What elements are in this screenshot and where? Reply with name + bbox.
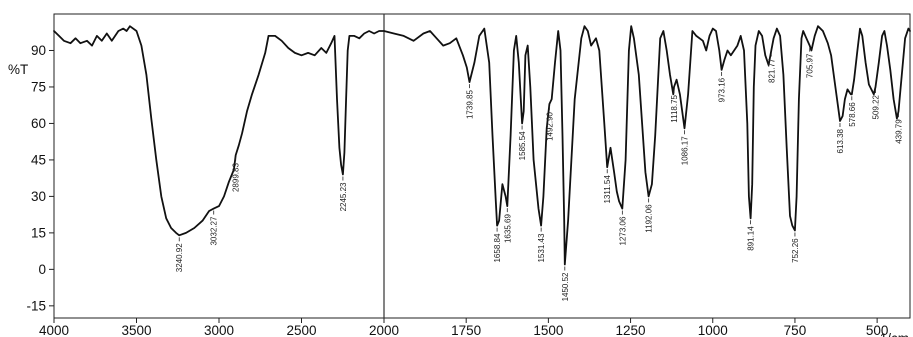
peak-label: 821.77 — [767, 58, 776, 83]
x-axis-unit-label: 1/cm — [880, 331, 909, 337]
peak-annotation: 1739.85 — [466, 84, 475, 119]
peak-label: 1311.54 — [603, 175, 612, 204]
peak-label: 3032.27 — [210, 216, 219, 245]
peak-label: 439.79 — [895, 119, 904, 144]
peak-annotation: 1192.06 — [645, 198, 654, 233]
peak-annotation: 613.38 — [836, 123, 845, 153]
peak-label: 613.38 — [836, 128, 845, 153]
peak-label: 891.14 — [747, 226, 756, 251]
peak-label: 705.97 — [806, 53, 815, 78]
peak-label: 1273.06 — [618, 216, 627, 245]
x-tick-label: 1250 — [616, 323, 646, 337]
peak-annotation: 1531.43 — [537, 227, 546, 263]
peak-label: 1450.52 — [561, 272, 570, 301]
x-tick-label: 3000 — [204, 323, 234, 337]
peak-annotation: 821.77 — [767, 52, 776, 83]
peak-label: 1531.43 — [537, 233, 546, 262]
peak-annotation: 1311.54 — [603, 169, 612, 204]
x-tick-label: 1000 — [698, 323, 728, 337]
peak-annotation: 1658.84 — [493, 227, 502, 263]
peak-label: 578.66 — [848, 102, 857, 127]
peak-annotation: 1086.17 — [681, 130, 690, 165]
y-tick-label: 15 — [31, 225, 46, 240]
peak-annotation: 439.79 — [895, 113, 904, 144]
peak-annotation: 891.14 — [747, 220, 756, 251]
peak-annotation: 1585.54 — [518, 125, 527, 160]
peak-annotation: 3032.27 — [210, 210, 219, 246]
peak-annotation: 509.22 — [872, 88, 881, 119]
peak-annotation: 1118.75 — [670, 88, 679, 123]
y-tick-label: 60 — [31, 116, 46, 131]
y-tick-label: 75 — [31, 79, 46, 94]
peak-label: 2245.23 — [339, 182, 348, 211]
peak-annotation: 705.97 — [806, 47, 815, 78]
y-axis: 90 75 60 45 30 15 0 -15 — [26, 43, 54, 313]
plot-frame — [53, 13, 911, 319]
peak-label: 1658.84 — [493, 233, 502, 262]
x-tick-label: 4000 — [39, 323, 69, 337]
peak-label: 1739.85 — [466, 90, 475, 119]
y-tick-label: 45 — [31, 152, 46, 167]
peak-label: 1118.75 — [670, 94, 679, 122]
y-tick-label: 90 — [31, 43, 46, 58]
x-tick-label: 1750 — [451, 323, 481, 337]
peak-label: 1192.06 — [645, 204, 654, 233]
peak-annotation: 578.66 — [848, 96, 857, 127]
peak-label: 3240.92 — [175, 243, 184, 272]
peak-label: 1086.17 — [681, 136, 690, 165]
y-tick-label: -15 — [26, 298, 46, 313]
peak-label: 973.16 — [718, 77, 727, 102]
peak-annotation: 973.16 — [718, 71, 727, 102]
peak-label: 2899.83 — [232, 163, 241, 192]
peak-annotation: 1273.06 — [618, 210, 627, 246]
series-line-transmittance — [53, 25, 911, 266]
peak-label: 1635.69 — [503, 214, 512, 243]
x-tick-label: 2000 — [369, 323, 399, 337]
x-tick-label: 750 — [784, 323, 807, 337]
peak-annotations: 3240.92 3032.27 2899.83 2245.23 1739.85 1658.… — [175, 47, 904, 301]
peak-annotation: 2245.23 — [339, 176, 348, 211]
x-tick-label: 2500 — [286, 323, 316, 337]
x-tick-label: 500 — [866, 323, 889, 337]
y-tick-label: 0 — [38, 262, 46, 277]
peak-label: 752.26 — [791, 238, 800, 263]
peak-annotation: 1635.69 — [503, 208, 512, 243]
x-tick-label: 1500 — [533, 323, 563, 337]
y-tick-label: 30 — [31, 189, 46, 204]
y-axis-label: %T — [8, 62, 28, 77]
peak-annotation: 3240.92 — [175, 237, 184, 272]
peak-label: 1492.90 — [545, 111, 554, 140]
peak-annotation: 752.26 — [791, 232, 800, 263]
peak-label: 1585.54 — [518, 131, 527, 160]
peak-annotation: 2899.83 — [232, 157, 241, 192]
peak-annotation: 1450.52 — [561, 266, 570, 301]
x-tick-label: 3500 — [121, 323, 151, 337]
x-axis: 4000 3500 3000 2500 2000 1750 1500 1250 1000 750 5… — [39, 318, 909, 337]
peak-annotation: 1492.90 — [545, 105, 554, 141]
peak-label: 509.22 — [872, 94, 881, 119]
